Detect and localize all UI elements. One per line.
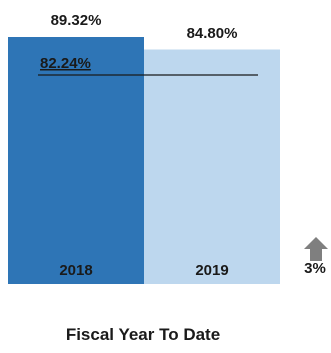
bar-2019 (144, 49, 280, 284)
category-label-2018: 2018 (59, 262, 92, 279)
value-label-2018: 89.32% (51, 12, 102, 29)
x-axis-title: Fiscal Year To Date (66, 325, 220, 344)
bar-2018 (8, 37, 144, 284)
reference-label: 82.24% (40, 55, 91, 72)
up-arrow-icon (304, 237, 328, 261)
bars-layer (8, 37, 280, 284)
change-label: 3% (304, 260, 326, 277)
category-label-2019: 2019 (195, 262, 228, 279)
value-label-2019: 84.80% (187, 25, 238, 42)
